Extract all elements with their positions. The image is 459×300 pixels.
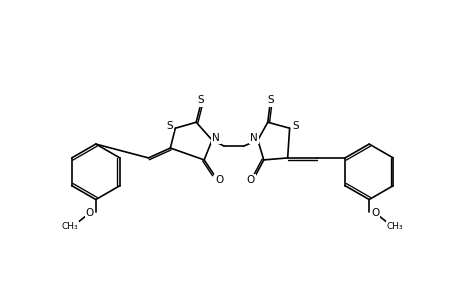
Text: S: S (166, 121, 172, 131)
Text: O: O (214, 175, 223, 185)
Text: O: O (246, 175, 254, 185)
Text: N: N (212, 133, 219, 143)
Text: S: S (267, 95, 274, 106)
Text: O: O (370, 208, 378, 218)
Text: S: S (291, 121, 298, 131)
Text: S: S (197, 95, 204, 106)
Text: CH₃: CH₃ (62, 222, 78, 231)
Text: CH₃: CH₃ (386, 222, 403, 231)
Text: O: O (85, 208, 94, 218)
Text: N: N (249, 133, 257, 143)
